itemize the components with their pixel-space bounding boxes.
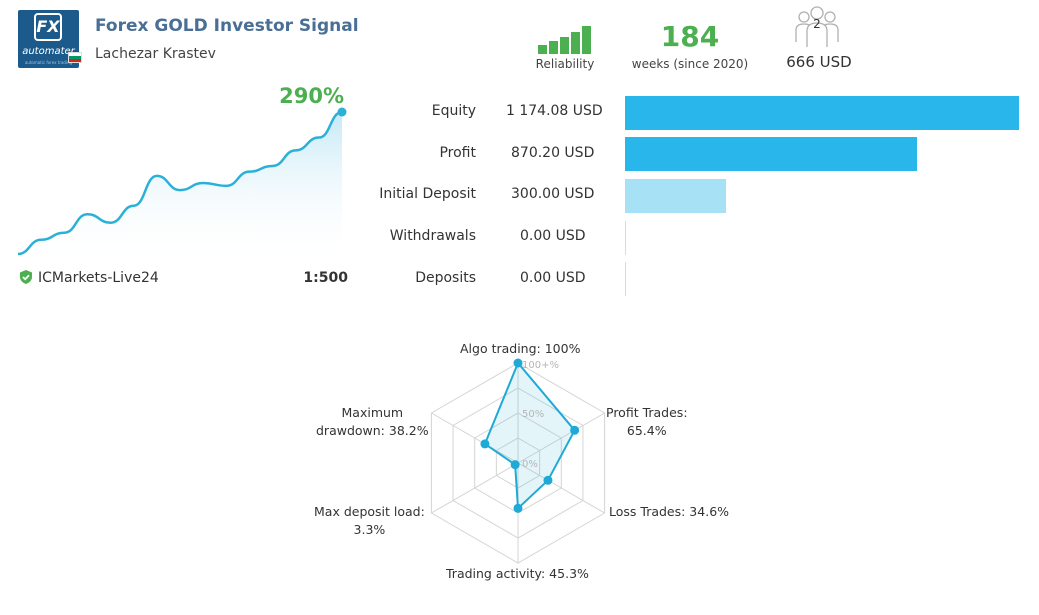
reliability-bars-icon — [538, 26, 594, 54]
leverage-value: 1:500 — [303, 270, 348, 286]
radar-label-algo-trading: Algo trading: 100% — [460, 341, 581, 356]
radar-canvas: 100+% 50% 0% — [430, 358, 606, 564]
equity-row: Equity 1 174.08 USD — [360, 95, 1020, 129]
radar-axis-line — [431, 462, 519, 514]
profit-bar — [625, 137, 917, 171]
bulgaria-flag-icon — [68, 52, 82, 63]
growth-end-point — [337, 107, 347, 117]
verified-shield-icon — [20, 270, 32, 284]
reliability-label: Reliability — [535, 57, 595, 71]
broker-server[interactable]: ICMarkets-Live24 — [18, 269, 159, 289]
weeks-label: weeks (since 2020) — [631, 57, 749, 71]
radar-label-max-deposit-load: Max deposit load: 3.3% — [314, 504, 425, 537]
growth-chart[interactable] — [16, 104, 348, 262]
radar-scale-label-50: 50% — [522, 409, 544, 420]
signal-title[interactable]: Forex GOLD Investor Signal — [95, 16, 359, 36]
radar-label-profit-trades: Profit Trades: 65.4% — [606, 405, 688, 438]
deposits-label: Deposits — [415, 270, 476, 286]
radar-value-point — [480, 439, 490, 449]
profit-label: Profit — [439, 145, 476, 161]
radar-value-point — [570, 425, 580, 435]
radar-value-point — [543, 475, 553, 485]
initial-deposit-value: 300.00 USD — [511, 186, 595, 202]
profit-row: Profit 870.20 USD — [360, 137, 1020, 171]
radar-value-point — [510, 460, 520, 470]
withdrawals-label: Withdrawals — [389, 228, 476, 244]
growth-percent: 290% — [279, 84, 344, 108]
initial-deposit-row: Initial Deposit 300.00 USD — [360, 178, 1020, 212]
radar-axis-line — [517, 462, 605, 514]
radar-value-point — [513, 503, 523, 513]
radar-label-max-drawdown: Maximum drawdown: 38.2% — [316, 405, 429, 438]
broker-name: ICMarkets-Live24 — [38, 270, 159, 286]
subscribers-icon — [795, 6, 839, 47]
growth-area — [18, 112, 342, 262]
subscription-price[interactable]: 666 USD — [786, 53, 852, 71]
radar-value-point — [513, 358, 523, 368]
risk-radar-chart[interactable]: 100+% 50% 0% Algo trading: 100% Profit Tra… — [300, 335, 740, 590]
radar-scale-label-0: 0% — [522, 459, 538, 470]
radar-scale-label-100: 100+% — [522, 360, 559, 371]
initial-deposit-bar — [625, 179, 726, 213]
deposits-bar — [625, 262, 626, 296]
deposits-value: 0.00 USD — [520, 270, 586, 286]
logo-text: automater — [22, 46, 75, 57]
fx-logo-mark: FX — [34, 13, 62, 41]
growth-line — [17, 110, 343, 256]
radar-axis-line — [431, 412, 519, 464]
profit-value: 870.20 USD — [511, 145, 595, 161]
withdrawals-bar — [625, 221, 626, 255]
equity-label: Equity — [431, 103, 476, 119]
equity-bar — [625, 96, 1019, 130]
subscribers-count: 2 — [813, 17, 821, 31]
equity-value: 1 174.08 USD — [506, 103, 603, 119]
weeks-count: 184 — [660, 20, 720, 53]
radar-label-trading-activity: Trading activity: 45.3% — [446, 566, 589, 581]
author-name[interactable]: Lachezar Krastev — [95, 46, 216, 62]
radar-axis-line — [517, 412, 605, 464]
radar-label-loss-trades: Loss Trades: 34.6% — [609, 504, 730, 519]
logo-tagline: automatic forex trading — [24, 60, 73, 65]
withdrawals-row: Withdrawals 0.00 USD — [360, 220, 1020, 254]
deposits-row: Deposits 0.00 USD — [360, 262, 1020, 296]
withdrawals-value: 0.00 USD — [520, 228, 586, 244]
initial-deposit-label: Initial Deposit — [379, 186, 476, 202]
automater-logo[interactable]: FX automater automatic forex trading — [18, 10, 79, 68]
